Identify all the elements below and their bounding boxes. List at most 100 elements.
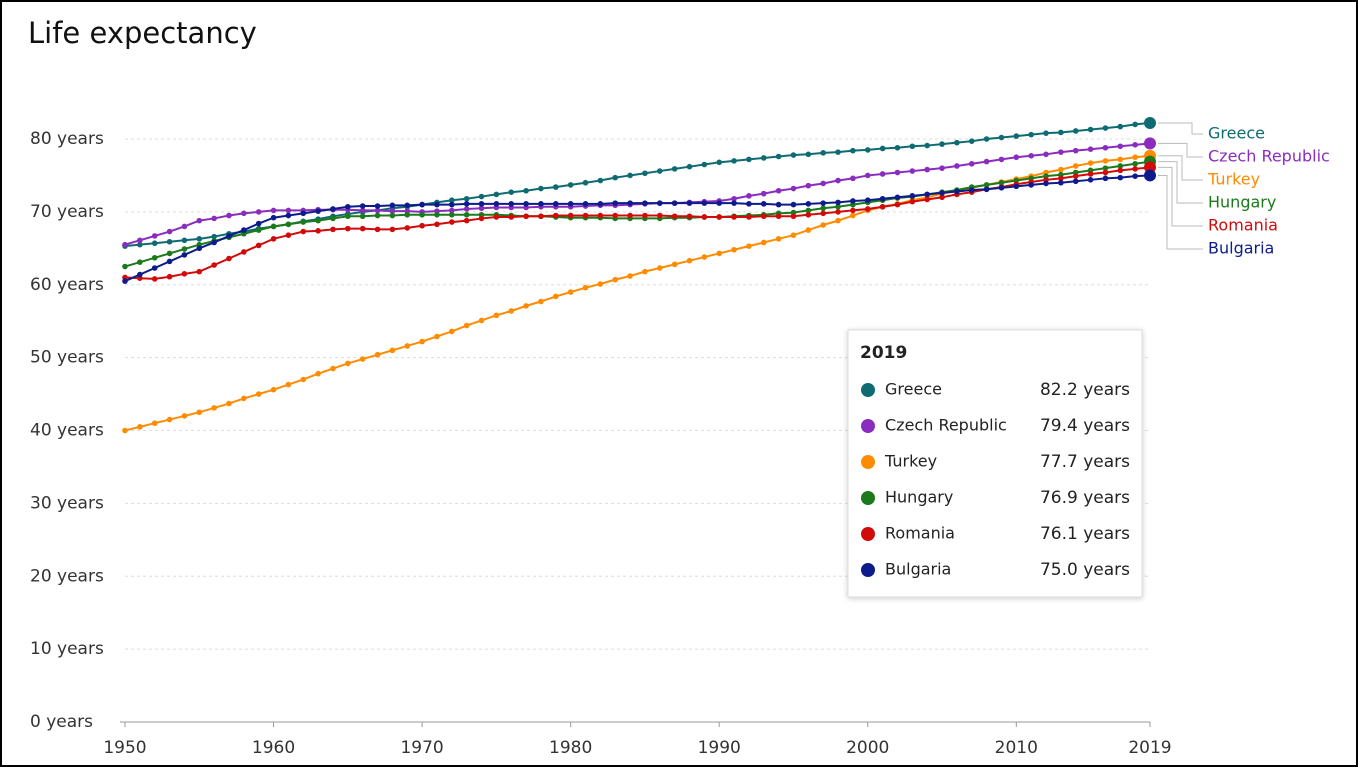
point	[404, 225, 411, 231]
series-label: Greece	[1208, 124, 1265, 143]
tooltip-name: Turkey	[884, 452, 937, 471]
point	[1117, 167, 1124, 174]
x-tick-label: 1990	[698, 738, 741, 758]
point	[523, 303, 529, 309]
point	[359, 356, 366, 362]
point	[835, 217, 841, 224]
point	[627, 273, 633, 279]
point	[523, 213, 529, 220]
point	[330, 215, 336, 222]
point	[567, 182, 574, 188]
point	[939, 165, 945, 171]
point	[567, 201, 574, 207]
point	[181, 252, 188, 258]
point	[359, 225, 366, 232]
point	[642, 200, 648, 206]
point	[671, 166, 678, 172]
point	[434, 221, 440, 228]
point	[597, 281, 604, 287]
point	[359, 213, 366, 220]
point	[983, 186, 990, 193]
point	[404, 211, 411, 218]
point	[716, 250, 723, 257]
point	[909, 168, 916, 174]
series-line	[124, 174, 1151, 283]
tooltip-name: Czech Republic	[885, 416, 1007, 435]
point	[241, 395, 247, 402]
point	[330, 206, 336, 212]
point	[449, 211, 455, 218]
tooltip-swatch	[861, 455, 875, 469]
point	[1013, 183, 1020, 190]
point	[196, 409, 203, 416]
y-tick-label: 80 years	[30, 129, 104, 149]
point	[716, 200, 723, 206]
y-tick-label: 10 years	[30, 639, 104, 659]
point	[478, 215, 485, 222]
point	[983, 136, 990, 142]
series-label: Romania	[1208, 216, 1278, 235]
point	[270, 236, 277, 242]
point	[998, 134, 1005, 141]
point	[419, 211, 425, 218]
point	[1132, 142, 1138, 148]
point	[1132, 166, 1138, 172]
point	[463, 195, 470, 202]
series-line	[124, 142, 1151, 246]
point	[864, 206, 871, 212]
point	[300, 376, 307, 383]
point	[909, 143, 916, 150]
point	[374, 203, 381, 209]
point	[850, 207, 856, 214]
point	[255, 227, 262, 233]
point	[404, 202, 411, 209]
tooltip-value: 75.0 years	[1040, 560, 1130, 580]
point	[820, 205, 826, 212]
point	[790, 232, 797, 238]
point	[449, 197, 455, 204]
point	[255, 220, 262, 227]
point	[612, 174, 619, 181]
point	[805, 227, 812, 233]
point	[1117, 123, 1124, 130]
tooltip-name: Bulgaria	[885, 560, 951, 579]
point	[345, 225, 351, 232]
point	[1058, 175, 1064, 182]
point	[211, 233, 217, 240]
point	[1132, 160, 1138, 167]
x-tick-label: 1950	[103, 738, 146, 758]
point	[1043, 130, 1049, 136]
point	[419, 201, 425, 208]
point	[226, 233, 232, 239]
point	[1072, 163, 1079, 169]
y-tick-label: 40 years	[30, 421, 104, 441]
point	[627, 172, 633, 179]
point	[374, 212, 381, 219]
tooltip-title: 2019	[860, 343, 907, 363]
point	[1102, 158, 1109, 164]
point	[805, 211, 812, 218]
point	[612, 212, 619, 219]
point	[508, 189, 515, 195]
point	[1028, 182, 1034, 188]
point	[137, 241, 143, 248]
point	[686, 213, 693, 220]
point	[924, 142, 930, 149]
point	[656, 265, 663, 271]
point	[493, 201, 500, 207]
point	[285, 207, 292, 214]
tooltip: 2019 Greece 82.2 years Czech Republic 79.4 y…	[847, 329, 1143, 598]
series-label: Bulgaria	[1208, 239, 1274, 258]
point	[686, 257, 693, 264]
point	[775, 201, 782, 208]
point	[835, 177, 841, 184]
series-line	[124, 166, 1151, 280]
point	[330, 365, 336, 372]
point	[508, 214, 515, 220]
point	[196, 236, 203, 242]
point	[805, 201, 812, 207]
point	[211, 405, 217, 411]
point	[493, 312, 500, 319]
point	[597, 177, 604, 184]
